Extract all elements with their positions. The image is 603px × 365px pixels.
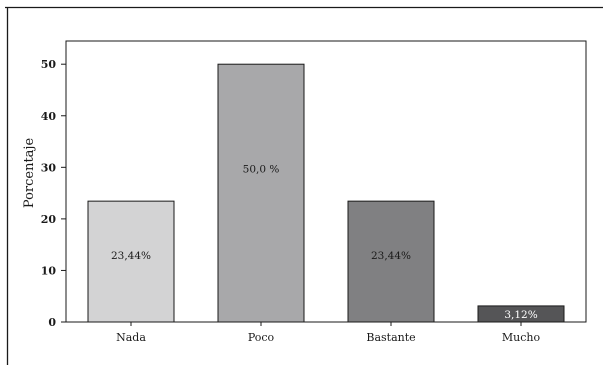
y-tick-label: 0: [48, 316, 56, 329]
plot-area-frame: [65, 40, 587, 323]
x-category-label: Mucho: [502, 331, 541, 344]
y-tick-label: 50: [41, 58, 57, 71]
y-tick-label: 10: [41, 264, 57, 277]
data-label: 50,0 %: [243, 163, 280, 175]
bars-group: 23,44% 50,0 % 23,44% 3,12%: [87, 63, 565, 323]
data-label: 3,12%: [504, 309, 537, 321]
data-label: 23,44%: [111, 250, 151, 262]
y-tick-label: 30: [41, 161, 57, 174]
bar-bastante: [347, 200, 435, 323]
x-category-label: Bastante: [366, 331, 415, 344]
x-axis-labels: Nada Poco Bastante Mucho: [116, 322, 540, 344]
data-label: 23,44%: [371, 250, 411, 262]
x-category-label: Poco: [248, 331, 275, 344]
bar-poco: [217, 63, 305, 323]
x-category-label: Nada: [116, 331, 146, 344]
y-axis-title: Porcentaje: [22, 138, 37, 209]
y-tick-label: 20: [41, 213, 57, 226]
y-tick-label: 40: [41, 110, 57, 123]
y-axis-ticks: 0 10 20 30 40 50: [41, 58, 66, 329]
